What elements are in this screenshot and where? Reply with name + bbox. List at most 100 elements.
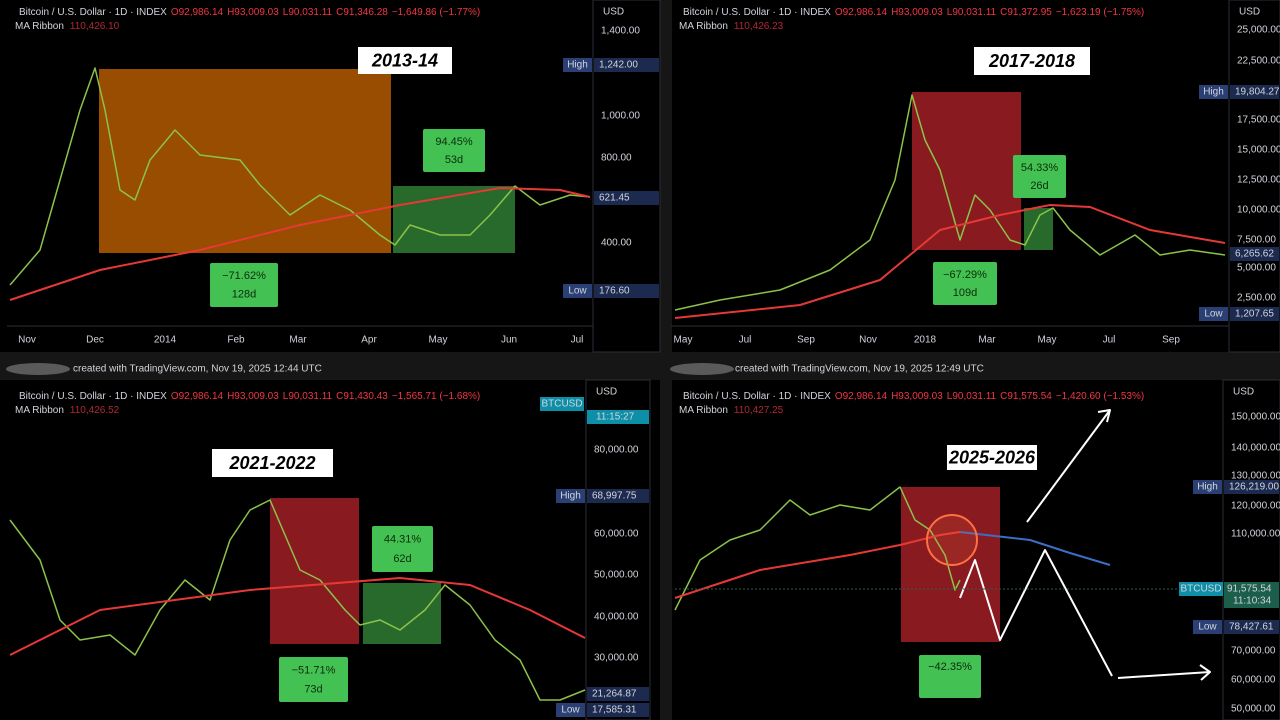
y-tick-label: 17,500.00 bbox=[1237, 115, 1280, 126]
measure-duration: 128d bbox=[232, 289, 256, 301]
range-box bbox=[363, 583, 441, 644]
x-tick-label: Sep bbox=[797, 335, 815, 346]
badge-value-bg bbox=[1224, 480, 1279, 494]
time-badge: 11:10:34 bbox=[1233, 596, 1272, 607]
blurred-name bbox=[6, 363, 70, 375]
x-tick-label: Jul bbox=[1103, 335, 1116, 346]
measure-change: −71.62% bbox=[222, 270, 266, 282]
last-price: 621.45 bbox=[599, 193, 630, 204]
x-tick-label: Apr bbox=[361, 335, 377, 346]
measure-label-bg bbox=[210, 263, 278, 307]
last-price: 21,264.87 bbox=[592, 689, 637, 700]
y-tick-label: 12,500.00 bbox=[1237, 175, 1280, 186]
measure-change: −67.29% bbox=[943, 269, 987, 281]
period-title-box bbox=[212, 449, 333, 477]
ma-line bbox=[9, 187, 591, 301]
price-line bbox=[9, 67, 591, 286]
period-title: 2021-2022 bbox=[228, 453, 315, 473]
currency: USD bbox=[1233, 387, 1254, 398]
badge-value-bg bbox=[1230, 85, 1279, 99]
header-symbol: Bitcoin / U.S. Dollar · 1D · INDEX O92,98… bbox=[683, 7, 1144, 18]
period-title: 2025-2026 bbox=[948, 447, 1036, 467]
header-change: −1,623.19 (−1.75%) bbox=[1056, 7, 1144, 18]
last-price: 6,265.62 bbox=[1235, 249, 1274, 260]
symbol-badge-bg bbox=[540, 397, 584, 411]
header-change: −1,420.60 (−1.53%) bbox=[1056, 391, 1144, 402]
projection-arrow bbox=[1199, 664, 1211, 681]
projection-arrow bbox=[1117, 671, 1211, 679]
header-high: H93,009.03 bbox=[227, 7, 279, 18]
badge-label: Low bbox=[568, 286, 587, 297]
y-tick-label: 5,000.00 bbox=[1237, 263, 1276, 274]
last-price-bg bbox=[594, 191, 659, 205]
currency: USD bbox=[596, 387, 617, 398]
y-tick-label: 60,000.00 bbox=[594, 529, 639, 540]
y-tick-label: 70,000.00 bbox=[1231, 646, 1276, 657]
projection-arrow bbox=[1097, 409, 1111, 423]
range-box bbox=[1024, 208, 1053, 250]
projection-line bbox=[959, 531, 1111, 566]
x-tick-label: Feb bbox=[227, 335, 245, 346]
header-open: O92,986.14 bbox=[171, 7, 224, 18]
footer-credit: created with TradingView.com, Nov 19, 20… bbox=[735, 364, 984, 375]
y-tick-label: 7,500.00 bbox=[1237, 235, 1276, 246]
y-tick-label: 130,000.00 bbox=[1231, 471, 1280, 482]
badge-label-bg bbox=[1193, 620, 1222, 634]
symbol-badge: BTCUSD bbox=[1180, 584, 1221, 595]
badge-label: High bbox=[1197, 482, 1218, 493]
header-low: L90,031.11 bbox=[283, 391, 333, 402]
badge-value: 176.60 bbox=[599, 286, 630, 297]
ma-line bbox=[674, 204, 1226, 319]
header-open: O92,986.14 bbox=[835, 7, 888, 18]
header-low: L90,031.11 bbox=[283, 7, 333, 18]
header-change: −1,565.71 (−1.68%) bbox=[392, 391, 480, 402]
badge-value-bg bbox=[594, 58, 659, 72]
time-badge-bg bbox=[1224, 594, 1279, 608]
measure-label-bg bbox=[423, 129, 485, 172]
measure-change: 44.31% bbox=[384, 534, 422, 546]
measure-label-bg bbox=[372, 526, 433, 572]
header-symbol: Bitcoin / U.S. Dollar · 1D · INDEX O92,98… bbox=[19, 391, 480, 402]
price-line bbox=[9, 499, 586, 701]
measure-change: 54.33% bbox=[1021, 162, 1059, 174]
measure-duration: 26d bbox=[1030, 180, 1048, 192]
x-tick-label: Nov bbox=[859, 335, 877, 346]
indicator-name: MA Ribbon bbox=[15, 21, 64, 32]
header-indicator: MA Ribbon 110,427.25 bbox=[679, 405, 784, 416]
range-box bbox=[912, 92, 1021, 250]
indicator-value: 110,426.23 bbox=[734, 21, 784, 32]
x-tick-label: Jun bbox=[501, 335, 517, 346]
badge-label-bg bbox=[1199, 307, 1228, 321]
header-low: L90,031.11 bbox=[947, 391, 997, 402]
x-tick-label: May bbox=[1038, 335, 1057, 346]
measure-label-bg bbox=[933, 262, 997, 305]
header-open: O92,986.14 bbox=[171, 391, 224, 402]
badge-label-bg bbox=[1199, 85, 1228, 99]
badge-value-bg bbox=[1224, 620, 1279, 634]
badge-value: 17,585.31 bbox=[592, 705, 637, 716]
header-close: C91,430.43 bbox=[336, 391, 388, 402]
last-price: 91,575.54 bbox=[1227, 584, 1272, 595]
y-tick-label: 110,000.00 bbox=[1231, 529, 1280, 540]
y-tick-label: 25,000.00 bbox=[1237, 25, 1280, 36]
header-indicator: MA Ribbon 110,426.52 bbox=[15, 405, 120, 416]
header-symbol: Bitcoin / U.S. Dollar · 1D · INDEX O92,98… bbox=[683, 391, 1144, 402]
indicator-value: 110,427.25 bbox=[734, 405, 784, 416]
x-tick-label: 2014 bbox=[154, 335, 177, 346]
period-title: 2017-2018 bbox=[988, 51, 1075, 71]
x-tick-label: May bbox=[674, 335, 693, 346]
measure-duration: 53d bbox=[445, 154, 463, 166]
price-line bbox=[674, 94, 1226, 311]
x-tick-label: Jul bbox=[571, 335, 584, 346]
indicator-value: 110,426.10 bbox=[70, 21, 120, 32]
projection-arrow bbox=[959, 549, 1113, 677]
last-price-bg bbox=[587, 687, 649, 701]
badge-label-bg bbox=[563, 58, 592, 72]
badge-value: 1,207.65 bbox=[1235, 309, 1274, 320]
measure-change: −42.35% bbox=[928, 661, 972, 673]
currency: USD bbox=[1239, 7, 1260, 18]
price-line bbox=[674, 486, 961, 611]
price-axis bbox=[592, 0, 661, 353]
header-low: L90,031.11 bbox=[947, 7, 997, 18]
header-symbol: Bitcoin / U.S. Dollar · 1D · INDEX O92,98… bbox=[19, 7, 480, 18]
